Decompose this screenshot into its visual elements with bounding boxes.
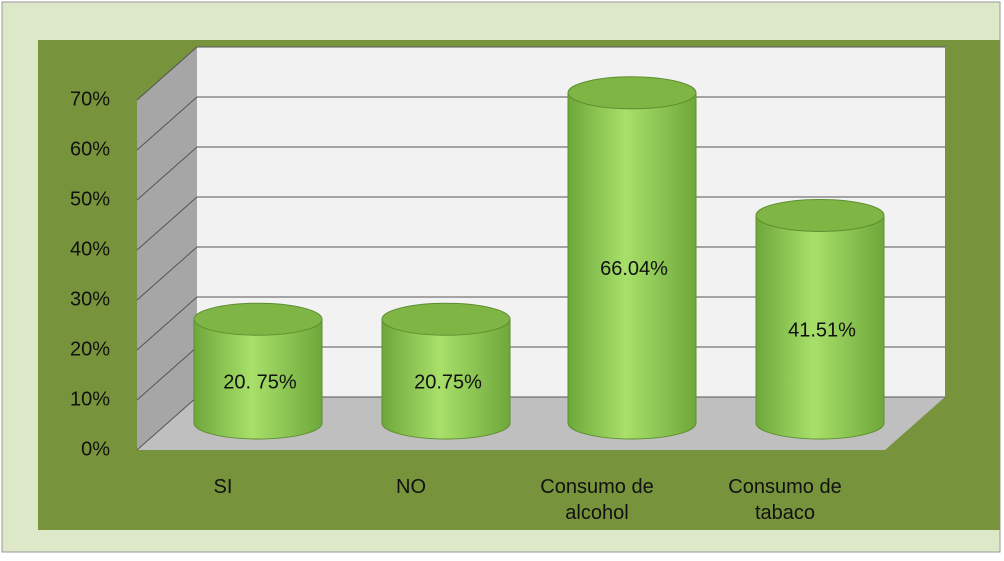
cylinder (193, 302, 323, 440)
data-label: 41.51% (788, 320, 856, 342)
y-tick-label: 30% (70, 288, 110, 310)
cylinder-body (193, 318, 323, 440)
cylinder-top (381, 302, 511, 336)
cylinder-top (567, 76, 697, 110)
grid-line (136, 46, 945, 101)
y-tick-label: 0% (81, 438, 110, 460)
cylinder-body (755, 214, 885, 440)
cylinder (381, 302, 511, 440)
x-tick-label: Consumo de tabaco (728, 476, 842, 524)
x-tick-label: Consumo de alcohol (540, 476, 654, 524)
y-tick-label: 50% (70, 188, 110, 210)
data-label: 20. 75% (223, 371, 297, 393)
cylinder-body (567, 92, 697, 440)
data-label: 66.04% (600, 258, 668, 280)
cylinder-body (381, 318, 511, 440)
cylinder (755, 198, 885, 440)
y-tick-label: 10% (70, 388, 110, 410)
y-tick-label: 20% (70, 338, 110, 360)
cylinder-top (755, 198, 885, 232)
y-tick-label: 60% (70, 138, 110, 160)
x-tick-label: SI (213, 476, 233, 498)
side-wall (137, 47, 197, 450)
floor (137, 397, 945, 450)
y-tick-label: 40% (70, 238, 110, 260)
cylinder (567, 76, 697, 440)
y-tick-label: 70% (70, 88, 110, 110)
data-label: 20.75% (414, 371, 482, 393)
x-tick-label: NO (396, 476, 426, 498)
cylinder-top (193, 302, 323, 336)
